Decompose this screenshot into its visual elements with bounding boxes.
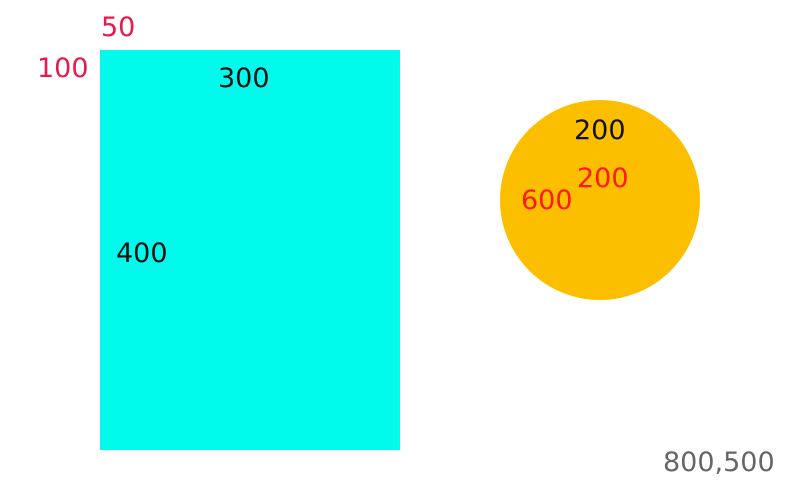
rectangle-top-label: 50 [101, 12, 136, 43]
rectangle-height-label: 400 [116, 238, 168, 269]
rectangle-width-label: 300 [218, 63, 270, 94]
rectangle-left-label: 100 [37, 53, 89, 84]
circle-diameter-label: 200 [574, 115, 626, 146]
cyan-rectangle [100, 50, 400, 450]
canvas-size-label: 800,500 [663, 447, 775, 478]
circle-center-x-label: 600 [521, 185, 573, 216]
orange-circle [500, 100, 700, 300]
circle-center-y-label: 200 [577, 163, 629, 194]
